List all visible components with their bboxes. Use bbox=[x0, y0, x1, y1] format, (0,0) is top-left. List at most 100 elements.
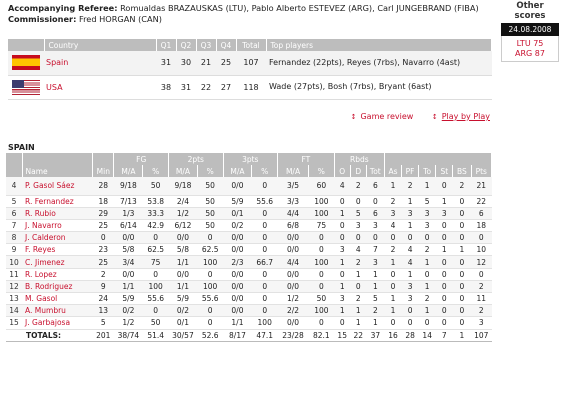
player-name-link[interactable]: J. Calderon bbox=[22, 231, 93, 245]
player-row: 13 M. Gasol 24 5/9 55.6 5/9 55.6 0/0 0 1/2 50 3 2 5 1 3… bbox=[6, 292, 492, 306]
team-name-link[interactable]: Spain bbox=[44, 51, 156, 76]
group-header-rbds: Rbds bbox=[334, 153, 385, 165]
stat-cell: 0 bbox=[251, 231, 278, 245]
stat-cell: 23 bbox=[92, 243, 114, 257]
stat-cell: 6 bbox=[471, 207, 492, 220]
stat-cell: 0 bbox=[452, 231, 472, 245]
stat-cell: 2/3 bbox=[223, 255, 252, 269]
stat-cell: 3 bbox=[401, 280, 419, 294]
stat-cell: 2 bbox=[401, 177, 419, 196]
stat-cell: 10 bbox=[471, 243, 492, 257]
stat-cell: 2 bbox=[350, 177, 367, 196]
stat-cell: 100 bbox=[197, 280, 224, 294]
stat-cell: 0 bbox=[92, 231, 114, 245]
stat-cell: 0/1 bbox=[223, 207, 252, 220]
player-name-link[interactable]: P. Gasol Sáez bbox=[22, 177, 93, 196]
stat-cell: 55.6 bbox=[142, 292, 169, 306]
player-name-link[interactable]: B. Rodriguez bbox=[22, 280, 93, 294]
player-name-link[interactable]: R. Fernandez bbox=[22, 195, 93, 208]
stat-cell: 0/2 bbox=[223, 219, 252, 233]
stat-cell: 1/2 bbox=[277, 292, 309, 306]
stat-cell: 0/0 bbox=[223, 231, 252, 245]
stat-cell: 1/2 bbox=[113, 316, 143, 330]
stat-cell: 0 bbox=[308, 243, 335, 257]
stat-cell: 3 bbox=[334, 243, 351, 257]
total-cell: 7 bbox=[435, 328, 453, 342]
player-name-link[interactable]: J. Navarro bbox=[22, 219, 93, 233]
stat-cell: 1 bbox=[401, 195, 419, 208]
player-row: 9 F. Reyes 23 5/8 62.5 5/8 62.5 0/0 0 0/0 0 3 4 7 2 4 2 1… bbox=[6, 243, 492, 257]
total-cell: 28 bbox=[401, 328, 419, 342]
stat-cell: 1/3 bbox=[113, 207, 143, 220]
player-name-link[interactable]: R. Lopez bbox=[22, 268, 93, 281]
stat-cell: 4 bbox=[334, 177, 351, 196]
stat-cell: 0 bbox=[452, 195, 472, 208]
stat-cell: 6 bbox=[366, 207, 385, 220]
stat-cell: 0 bbox=[435, 268, 453, 281]
summary-header bbox=[8, 39, 45, 51]
stat-cell: 0 bbox=[308, 316, 335, 330]
stat-cell: 62.5 bbox=[142, 243, 169, 257]
stat-cell: 1/1 bbox=[168, 255, 198, 269]
stat-cell: 5 bbox=[92, 316, 114, 330]
total-cell: 201 bbox=[92, 328, 114, 342]
player-name-link[interactable]: F. Reyes bbox=[22, 243, 93, 257]
stat-cell: 2 bbox=[366, 304, 385, 318]
quarter-score: 21 bbox=[196, 51, 216, 76]
game-review-link[interactable]: ↕ Game review bbox=[350, 112, 414, 121]
box-score-table: FG 2pts 3pts FT Rbds Name Min M/A% M/A% M/A%… bbox=[6, 153, 493, 342]
stat-cell: 55.6 bbox=[251, 195, 278, 208]
stat-cell: 0 bbox=[435, 316, 453, 330]
stat-cell: 0 bbox=[401, 304, 419, 318]
play-by-play-link[interactable]: ↕ Play by Play bbox=[431, 112, 490, 121]
total-cell: 37 bbox=[366, 328, 385, 342]
stat-cell: 2/4 bbox=[168, 195, 198, 208]
stat-cell: 1 bbox=[418, 255, 436, 269]
quarter-score: 31 bbox=[156, 51, 176, 76]
player-number: 8 bbox=[6, 231, 23, 245]
stat-cell: 4 bbox=[350, 243, 367, 257]
other-scores-result[interactable]: LTU 75 ARG 87 bbox=[501, 36, 559, 62]
team-name-link[interactable]: USA bbox=[44, 75, 156, 100]
player-name-link[interactable]: R. Rubio bbox=[22, 207, 93, 220]
quarter-score: 31 bbox=[176, 75, 196, 100]
stat-cell: 1 bbox=[384, 304, 402, 318]
stat-cell: 3/3 bbox=[277, 195, 309, 208]
referee-label: Accompanying Referee: bbox=[8, 3, 118, 13]
spain-flag-icon bbox=[12, 55, 40, 71]
group-header-ft: FT bbox=[277, 153, 335, 165]
stat-cell: 0 bbox=[435, 219, 453, 233]
stat-cell: 5/9 bbox=[223, 195, 252, 208]
player-row: 7 J. Navarro 25 6/14 42.9 6/12 50 0/2 0 6/8 75 0 3 3 4… bbox=[6, 219, 492, 233]
stat-cell: 7 bbox=[366, 243, 385, 257]
stat-cell: 11 bbox=[471, 292, 492, 306]
stat-cell: 0 bbox=[251, 292, 278, 306]
player-name-link[interactable]: C. Jimenez bbox=[22, 255, 93, 269]
stat-cell: 1 bbox=[418, 304, 436, 318]
stat-cell: 24 bbox=[92, 292, 114, 306]
column-header: Name bbox=[22, 165, 94, 177]
top-players: Fernandez (22pts), Reyes (7rbs), Navarro… bbox=[266, 51, 492, 76]
stat-cell: 0 bbox=[251, 268, 278, 281]
player-number: 4 bbox=[6, 177, 23, 196]
stat-cell: 2 bbox=[92, 268, 114, 281]
stat-cell: 50 bbox=[197, 219, 224, 233]
stat-cell: 9 bbox=[92, 280, 114, 294]
total-cell: 82.1 bbox=[308, 328, 335, 342]
stat-cell: 1/1 bbox=[113, 280, 143, 294]
player-row: 15 J. Garbajosa 5 1/2 50 0/1 0 1/1 100 0/0 0 0 1 1 0 0 0… bbox=[6, 316, 492, 330]
game-links: ↕ Game review ↕ Play by Play bbox=[335, 112, 490, 121]
stat-cell: 0 bbox=[308, 280, 335, 294]
other-scores-date[interactable]: 24.08.2008 bbox=[501, 23, 559, 36]
player-name-link[interactable]: A. Mumbru bbox=[22, 304, 93, 318]
stat-cell: 2 bbox=[350, 292, 367, 306]
stat-cell: 0/0 bbox=[277, 243, 309, 257]
stat-cell: 7/13 bbox=[113, 195, 143, 208]
stat-cell: 0/0 bbox=[168, 268, 198, 281]
stat-cell: 4/4 bbox=[277, 207, 309, 220]
player-name-link[interactable]: J. Garbajosa bbox=[22, 316, 93, 330]
player-name-link[interactable]: M. Gasol bbox=[22, 292, 93, 306]
other-score-line[interactable]: LTU 75 bbox=[516, 39, 544, 48]
other-score-line[interactable]: ARG 87 bbox=[515, 49, 545, 58]
group-header-2pts: 2pts bbox=[168, 153, 224, 165]
